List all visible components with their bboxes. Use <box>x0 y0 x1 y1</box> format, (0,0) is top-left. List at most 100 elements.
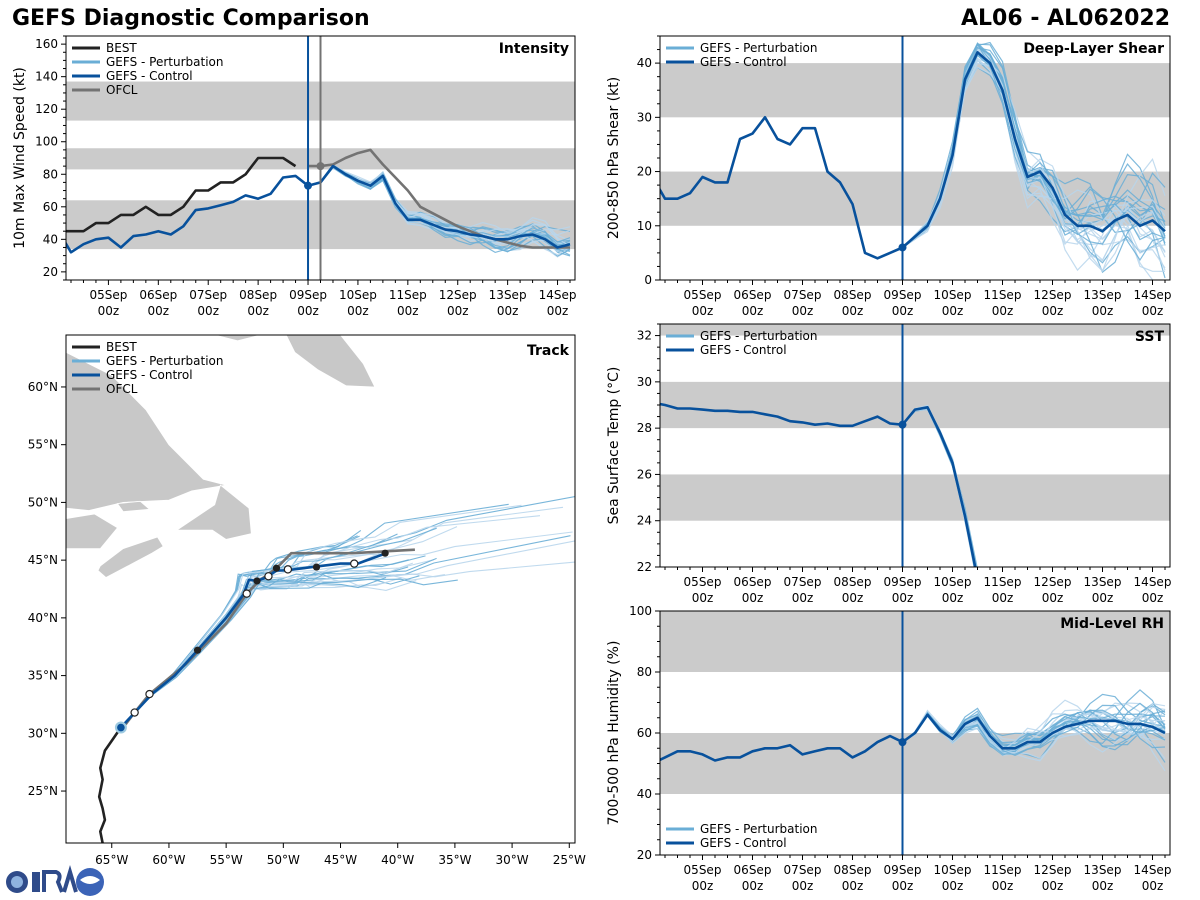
intensity-xtick-hour: 00z <box>497 304 519 318</box>
sst-xtick-day: 13Sep <box>1084 575 1122 589</box>
intensity-ylabel: 10m Max Wind Speed (kt) <box>12 67 28 249</box>
rh-panel: 20 40 60 80 100 05Sep 00z 06Sep 00z 07Sep 00z 08Sep… <box>606 604 1171 893</box>
rh-xtick-hour: 00z <box>1042 879 1064 893</box>
land-mass <box>66 513 119 549</box>
track-best-marker <box>193 646 202 654</box>
shear-perturbation-line <box>902 49 1166 248</box>
sst-init-point <box>898 420 907 429</box>
intensity-xtick-day: 14Sep <box>539 288 577 302</box>
sst-xtick-day: 08Sep <box>834 575 872 589</box>
rh-init-point <box>898 738 907 747</box>
sst-plot-area <box>660 324 1170 567</box>
track-xtick-label: 60°W <box>152 853 185 867</box>
intensity-control-line <box>66 164 571 254</box>
intensity-ytick-label: 160 <box>35 37 58 51</box>
shear-xtick-day: 06Sep <box>734 288 772 302</box>
rh-title: Mid-Level RH <box>1060 616 1164 632</box>
intensity-xtick-hour: 00z <box>397 304 419 318</box>
intensity-ytick-label: 100 <box>35 135 58 149</box>
shear-xtick-hour: 00z <box>792 304 814 318</box>
sst-xtick-hour: 00z <box>692 591 714 605</box>
rh-ytick-label: 60 <box>637 726 652 740</box>
sst-xtick-hour: 00z <box>942 591 964 605</box>
rh-xtick-day: 14Sep <box>1134 863 1172 877</box>
figure-title: GEFS Diagnostic Comparison <box>12 6 370 31</box>
land-mass <box>214 335 261 342</box>
shear-xtick-hour: 00z <box>992 304 1014 318</box>
rh-xtick-hour: 00z <box>1142 879 1164 893</box>
land-mass <box>116 500 151 513</box>
shear-ytick-label: 40 <box>637 56 652 70</box>
intensity-ytick-label: 140 <box>35 70 58 84</box>
intensity-xtick-hour: 00z <box>547 304 569 318</box>
sst-xtick-day: 05Sep <box>684 575 722 589</box>
intensity-xtick-day: 12Sep <box>439 288 477 302</box>
legend-label-control: GEFS - Control <box>106 368 193 382</box>
intensity-xtick-hour: 00z <box>347 304 369 318</box>
rh-xtick-hour: 00z <box>992 879 1014 893</box>
sst-ytick-label: 28 <box>637 421 652 435</box>
track-xtick-label: 30°W <box>496 853 529 867</box>
legend-label-perturbation: GEFS - Perturbation <box>700 822 817 836</box>
track-ofcl-marker <box>264 572 273 581</box>
shear-xtick-day: 11Sep <box>984 288 1022 302</box>
shear-ytick-label: 10 <box>637 219 652 233</box>
sst-xtick-day: 14Sep <box>1134 575 1172 589</box>
track-xtick-label: 35°W <box>438 853 471 867</box>
track-perturbation-line <box>120 577 402 728</box>
track-perturbation-line <box>120 503 509 728</box>
rh-xtick-hour: 00z <box>692 879 714 893</box>
storm-id: AL06 - AL062022 <box>961 6 1170 31</box>
intensity-xtick-day: 13Sep <box>489 288 527 302</box>
intensity-xtick-hour: 00z <box>447 304 469 318</box>
cira-logo <box>6 865 104 896</box>
track-perturbation-line <box>120 574 445 728</box>
track-ytick-label: 55°N <box>28 438 58 452</box>
intensity-ytick-label: 20 <box>43 265 58 279</box>
track-perturbation-line <box>120 531 573 728</box>
legend-label-control: GEFS - Control <box>700 836 787 850</box>
sst-xtick-hour: 00z <box>842 591 864 605</box>
track-best-line <box>97 726 122 843</box>
sst-xtick-day: 10Sep <box>934 575 972 589</box>
rh-band-1 <box>660 611 1170 672</box>
track-perturbation-line <box>120 496 575 728</box>
shear-xtick-hour: 00z <box>842 304 864 318</box>
track-ofcl-marker <box>350 559 359 568</box>
track-perturbation-line <box>120 578 458 728</box>
intensity-ytick-label: 40 <box>43 232 58 246</box>
track-frame <box>65 334 576 844</box>
sst-frame <box>659 323 1171 568</box>
intensity-ofcl-line <box>308 148 570 249</box>
rh-xtick-hour: 00z <box>892 879 914 893</box>
intensity-ytick-label: 60 <box>43 200 58 214</box>
shear-xtick-hour: 00z <box>742 304 764 318</box>
logo-bar-i <box>32 872 40 892</box>
sst-xtick-hour: 00z <box>992 591 1014 605</box>
rh-ytick-label: 40 <box>637 787 652 801</box>
shear-xtick-day: 14Sep <box>1134 288 1172 302</box>
intensity-xtick-hour: 00z <box>297 304 319 318</box>
shear-xtick-day: 05Sep <box>684 288 722 302</box>
shear-xtick-hour: 00z <box>1092 304 1114 318</box>
track-start-point <box>117 723 125 732</box>
track-best-marker <box>381 549 389 557</box>
track-ofcl-marker <box>242 589 251 598</box>
rh-band-0 <box>660 733 1170 794</box>
intensity-xtick-day: 11Sep <box>389 288 427 302</box>
track-control-line <box>119 551 387 729</box>
sst-xtick-day: 12Sep <box>1034 575 1072 589</box>
intensity-plot-area <box>66 36 575 280</box>
track-perturbation-line <box>120 506 564 728</box>
rh-ytick-label: 80 <box>637 665 652 679</box>
rh-control-line <box>660 713 1166 762</box>
sst-xtick-day: 09Sep <box>884 575 922 589</box>
shear-init-point <box>898 243 907 252</box>
intensity-xtick-day: 06Sep <box>139 288 177 302</box>
sst-xtick-hour: 00z <box>742 591 764 605</box>
intensity-xtick-day: 07Sep <box>189 288 227 302</box>
rh-xtick-hour: 00z <box>742 879 764 893</box>
rh-xtick-day: 10Sep <box>934 863 972 877</box>
shear-xtick-day: 07Sep <box>784 288 822 302</box>
